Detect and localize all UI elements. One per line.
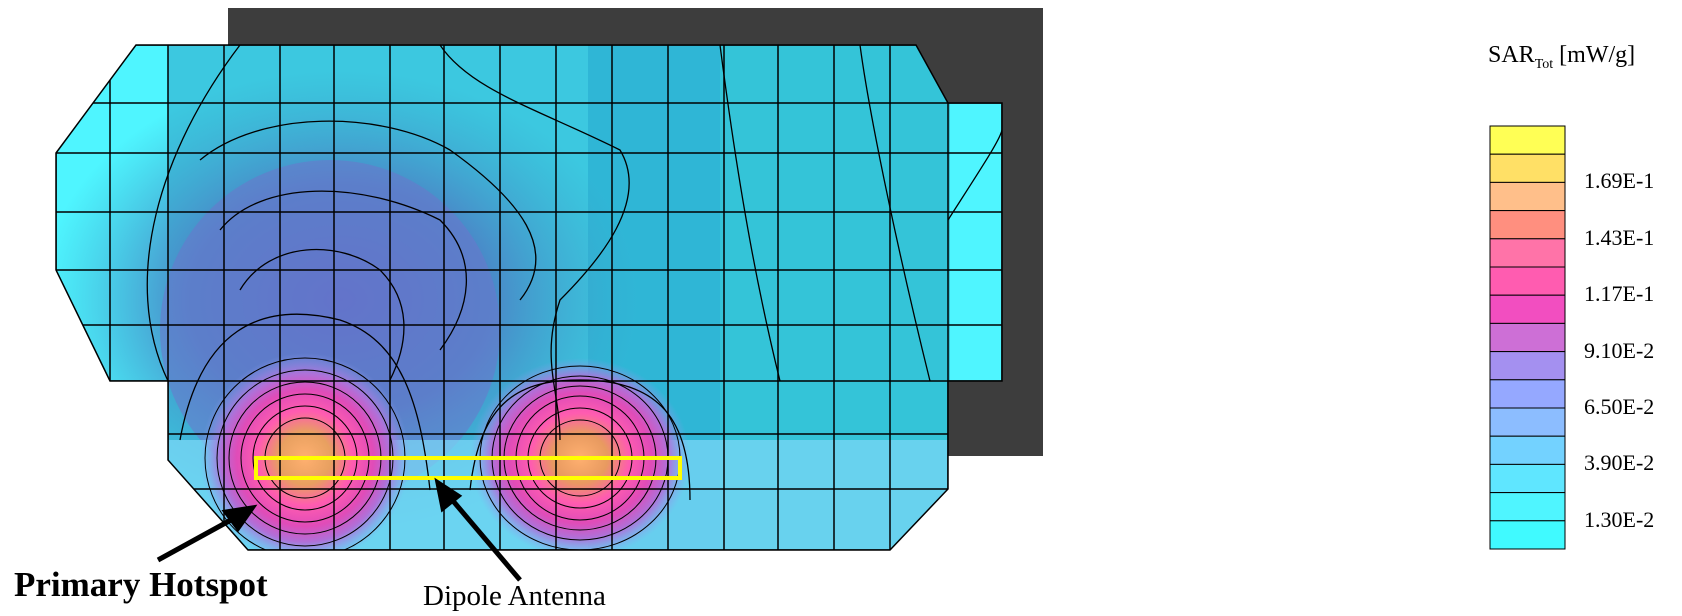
colorbar-tick-label: 9.10E-2	[1584, 337, 1655, 363]
colorbar-swatch	[1489, 463, 1566, 494]
colorbar-swatch	[1489, 294, 1566, 324]
colorbar	[1489, 125, 1566, 550]
colorbar-swatch	[1489, 379, 1566, 409]
colorbar-swatch	[1489, 322, 1566, 353]
measurement-grid	[56, 45, 1002, 550]
dipole-antenna-label: Dipole Antenna	[423, 580, 606, 612]
colorbar-quantity-sub: Tot	[1534, 56, 1554, 72]
scan-outline	[55, 44, 1003, 551]
colorbar-unit: [mW/g]	[1559, 42, 1636, 68]
primary-hotspot-label: Primary Hotspot	[14, 565, 268, 604]
colorbar-swatch	[1489, 407, 1566, 437]
colorbar-swatch	[1489, 238, 1566, 268]
colorbar-swatch	[1489, 181, 1566, 212]
colorbar-swatch	[1489, 435, 1566, 465]
colorbar-swatch	[1489, 266, 1566, 296]
colorbar-tick-label: 1.69E-1	[1584, 168, 1655, 194]
colorbar-swatch	[1489, 153, 1566, 183]
colorbar-swatch	[1489, 351, 1566, 381]
colorbar-title: SARTot [mW/g]	[1488, 42, 1635, 73]
colorbar-tick-label: 1.30E-2	[1584, 506, 1655, 532]
colorbar-tick-label: 6.50E-2	[1584, 394, 1655, 419]
dipole-antenna-outline	[254, 456, 682, 480]
colorbar-swatch	[1489, 210, 1566, 240]
colorbar-quantity: SAR	[1488, 42, 1535, 68]
colorbar-swatch	[1489, 492, 1566, 522]
colorbar-tick-label: 3.90E-2	[1584, 450, 1655, 476]
contour-lines	[146, 45, 1002, 501]
colorbar-tick-label: 1.43E-1	[1584, 224, 1655, 250]
colorbar-tick-label: 1.17E-1	[1584, 281, 1655, 307]
annotation-arrows	[156, 477, 522, 582]
colorbar-swatch	[1489, 125, 1566, 155]
colorbar-swatch	[1489, 520, 1566, 550]
